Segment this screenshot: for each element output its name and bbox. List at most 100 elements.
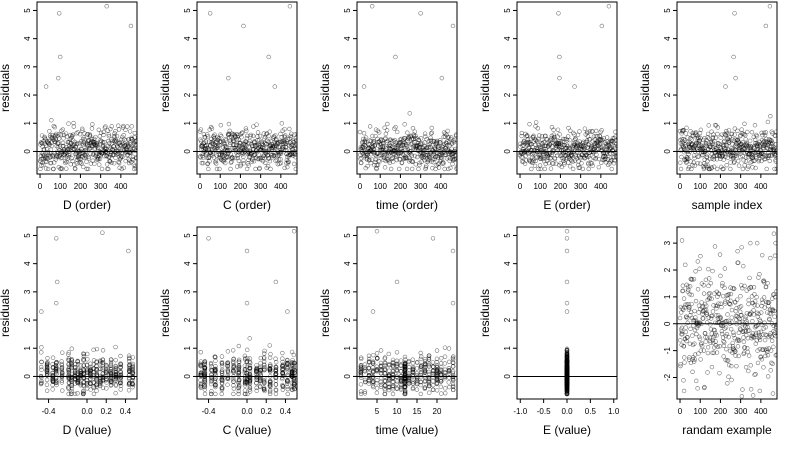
y-tick-label: 0 (503, 149, 512, 154)
y-tick-label: 2 (503, 317, 512, 322)
data-point (708, 322, 712, 326)
data-point (54, 236, 58, 240)
data-point (263, 349, 267, 353)
data-point (403, 355, 407, 359)
data-point (245, 301, 249, 305)
data-point (746, 336, 750, 340)
x-axis-label: D (order) (63, 198, 111, 212)
y-tick-label: 3 (23, 289, 32, 294)
y-tick-label: 1 (503, 120, 512, 125)
data-point (371, 353, 375, 357)
data-point (718, 371, 722, 375)
data-point (288, 4, 292, 8)
data-point (220, 392, 224, 396)
y-tick-label: 3 (663, 240, 672, 245)
data-point (105, 162, 109, 166)
data-point (114, 391, 118, 395)
data-point (740, 394, 744, 398)
x-tick-label: 400 (754, 182, 768, 191)
data-point (280, 351, 284, 355)
data-point (698, 267, 702, 271)
data-point (430, 126, 434, 130)
data-point (405, 131, 409, 135)
data-point (696, 260, 700, 264)
points-layer (565, 229, 569, 395)
y-tick-label: 3 (183, 289, 192, 294)
data-point (114, 358, 118, 362)
data-point (214, 359, 218, 363)
data-point (600, 24, 604, 28)
x-tick-label: 5 (375, 407, 380, 416)
data-point (678, 161, 682, 165)
data-point (203, 392, 207, 396)
data-point (737, 164, 741, 168)
y-tick-label: 0 (663, 321, 672, 326)
x-tick-label: 200 (714, 407, 728, 416)
data-point (371, 310, 375, 314)
y-tick-label: 0 (343, 149, 352, 154)
x-tick-label: 0.0 (241, 407, 253, 416)
data-point (112, 161, 116, 165)
y-tick-label: 2 (183, 317, 192, 322)
data-point (741, 167, 745, 171)
data-point (704, 340, 708, 344)
data-point (70, 347, 74, 351)
data-point (549, 167, 553, 171)
data-point (727, 375, 731, 379)
data-point (558, 76, 562, 80)
data-point (245, 249, 249, 253)
data-point (220, 355, 224, 359)
x-tick-label: 300 (254, 182, 268, 191)
data-point (100, 231, 104, 235)
y-tick-label: 2 (343, 317, 352, 322)
data-point (711, 310, 715, 314)
data-point (696, 386, 700, 390)
data-point (85, 357, 89, 361)
data-point (219, 123, 223, 127)
x-axis-label: C (value) (223, 423, 272, 437)
y-axis-label: residuals (638, 64, 652, 112)
data-point (534, 120, 538, 124)
data-point (583, 127, 587, 131)
data-point (735, 298, 739, 302)
data-point (707, 123, 711, 127)
data-point (104, 125, 108, 129)
data-point (746, 165, 750, 169)
data-point (39, 310, 43, 314)
data-point (571, 167, 575, 171)
data-point (274, 383, 278, 387)
data-point (736, 344, 740, 348)
data-point (90, 122, 94, 126)
data-point (415, 155, 419, 159)
data-point (237, 344, 241, 348)
data-point (397, 167, 401, 171)
data-point (395, 350, 399, 354)
data-point (206, 167, 210, 171)
x-tick-label: 300 (414, 182, 428, 191)
x-tick-label: 20 (433, 407, 442, 416)
data-point (714, 306, 718, 310)
y-axis-label: residuals (478, 289, 492, 337)
data-point (262, 363, 266, 367)
data-point (208, 11, 212, 15)
x-tick-label: 0 (678, 182, 683, 191)
y-tick-label: 2 (23, 317, 32, 322)
y-tick-label: 2 (23, 92, 32, 97)
data-point (683, 263, 687, 267)
data-point (213, 392, 217, 396)
y-tick-label: 4 (663, 36, 672, 41)
x-tick-label: -0.5 (537, 407, 551, 416)
data-point (565, 229, 569, 233)
data-point (748, 241, 752, 245)
data-point (226, 76, 230, 80)
data-point (269, 167, 273, 171)
data-point (693, 309, 697, 313)
y-tick-label: 4 (183, 36, 192, 41)
data-point (707, 276, 711, 280)
data-point (268, 159, 272, 163)
data-point (730, 378, 734, 382)
data-point (90, 127, 94, 131)
data-point (734, 364, 738, 368)
